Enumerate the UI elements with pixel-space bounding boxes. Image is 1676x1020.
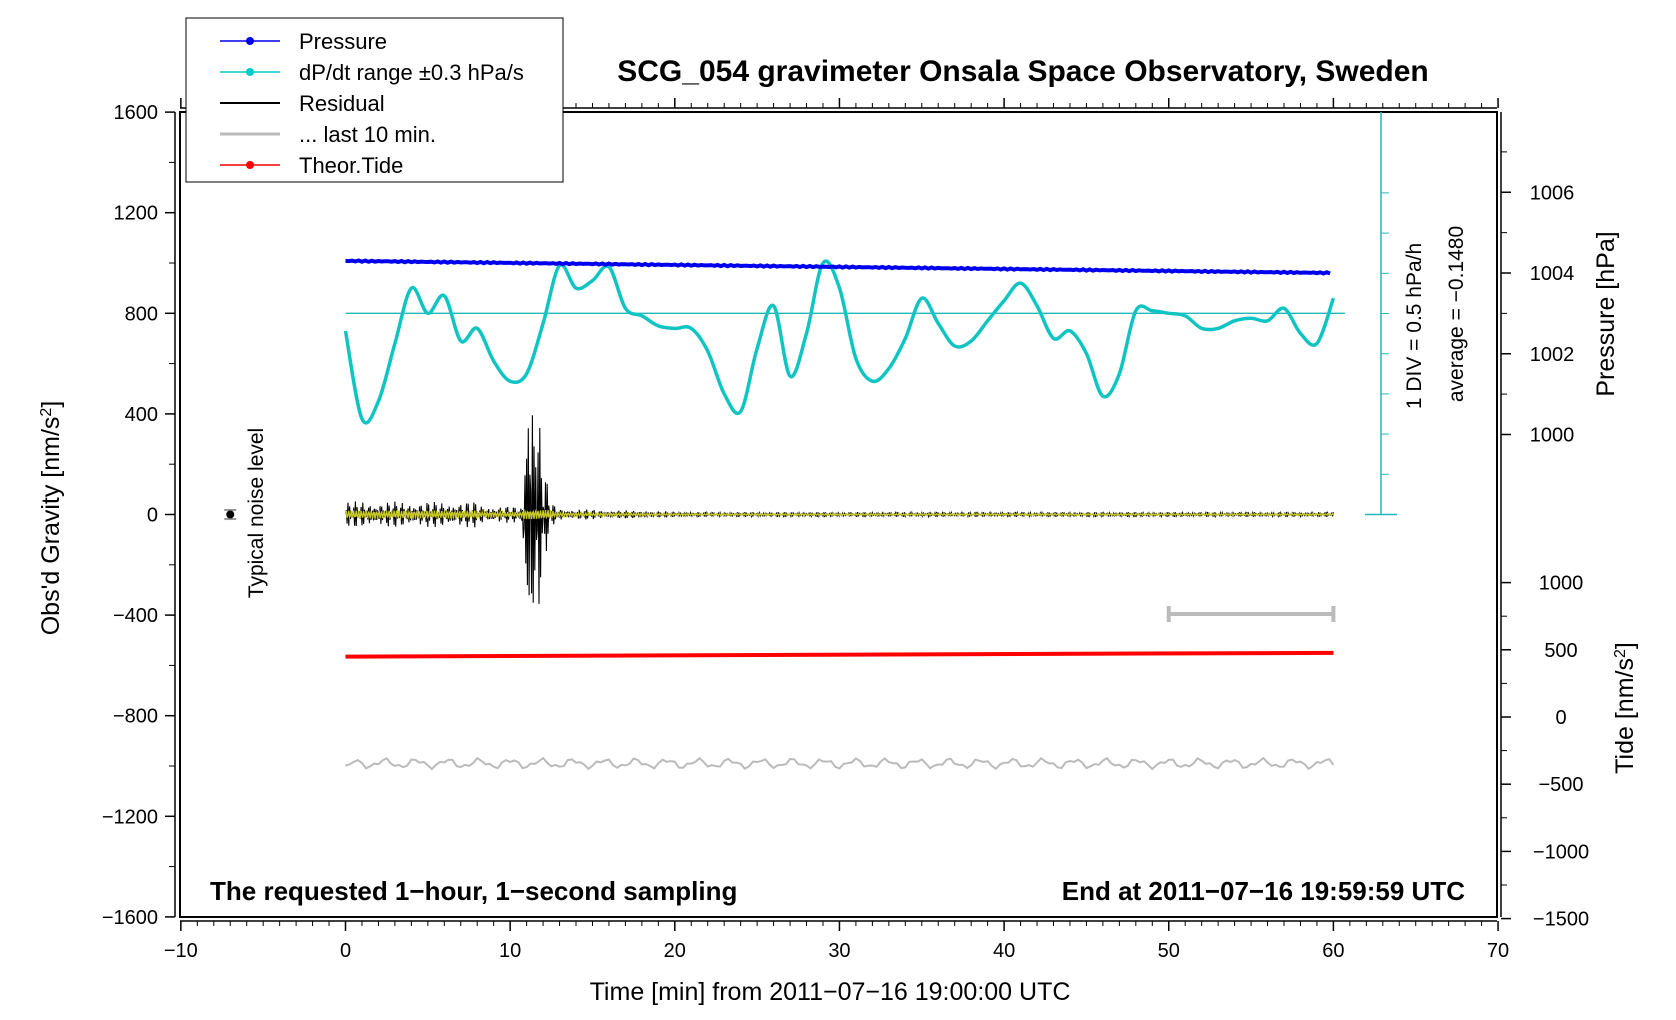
- gravity-axis-label: Obs'd Gravity [nm/s2]: [37, 401, 65, 636]
- gravity-tick-label: 800: [125, 303, 158, 325]
- x-tick-label: 60: [1322, 940, 1344, 962]
- legend-box: [185, 17, 564, 183]
- x-tick-label: 50: [1158, 940, 1180, 962]
- gravity-tick-label: 1600: [114, 102, 159, 124]
- x-tick-label: 10: [499, 940, 521, 962]
- dpdt-division-label: 1 DIV = 0.5 hPa/h: [1403, 243, 1426, 409]
- legend-label: Residual: [299, 91, 385, 116]
- pressure-tick-label: 1004: [1530, 263, 1575, 285]
- residual-filtered-trace: [344, 508, 1334, 521]
- gravity-tick-label: 1200: [114, 203, 159, 225]
- dpdt-trace: [343, 259, 1336, 425]
- legend: Pressure dP/dt range ±0.3 hPa/s Residual..…: [185, 17, 564, 183]
- pressure-tick-label: 1006: [1530, 182, 1575, 204]
- sampling-annotation: The requested 1−hour, 1−second sampling: [210, 876, 737, 906]
- chart-title: SCG_054 gravimeter Onsala Space Observat…: [617, 55, 1429, 88]
- traces: [224, 258, 1345, 771]
- residual-trace: [344, 415, 1334, 604]
- plot-border: [179, 111, 1498, 918]
- tide-tick-label: −500: [1538, 774, 1583, 796]
- gravity-tick-label: −400: [113, 605, 158, 627]
- legend-marker: [246, 161, 254, 169]
- legend-marker: [246, 68, 254, 76]
- pressure-axis-label: Pressure [hPa]: [1592, 231, 1620, 396]
- tide-axis-label: Tide [nm/s2]: [1611, 642, 1639, 774]
- gravity-tick-label: 400: [125, 404, 158, 426]
- x-tick-label: 40: [993, 940, 1015, 962]
- x-tick-label: 0: [340, 940, 351, 962]
- noise-level-label: Typical noise level: [245, 428, 268, 598]
- legend-marker: [246, 37, 254, 45]
- x-tick-label: 70: [1487, 940, 1509, 962]
- legend-label: Pressure: [299, 29, 387, 54]
- legend-label: Theor.Tide: [299, 153, 403, 178]
- last-10-min-trace: [345, 756, 1335, 771]
- x-tick-label: −10: [164, 940, 198, 962]
- legend-label: dP/dt range ±0.3 hPa/s: [299, 60, 524, 85]
- pressure-tick-label: 1000: [1530, 425, 1575, 447]
- tide-tick-label: 500: [1544, 640, 1577, 662]
- tide-tick-label: −1500: [1533, 909, 1589, 931]
- noise-level-dot: [226, 510, 235, 519]
- gravity-tick-label: −800: [113, 706, 158, 728]
- axis-ticks: −10 0 10 20 30 40 50 60 70 1600 1200 800 400 0 −400 −80…: [102, 98, 1589, 962]
- dpdt-average-label: average = −0.1480: [1445, 226, 1468, 402]
- pressure-trace: [345, 258, 1331, 276]
- x-axis-label: Time [min] from 2011−07−16 19:00:00 UTC: [590, 978, 1071, 1006]
- gravity-tick-label: 0: [147, 505, 158, 527]
- tide-tick-label: −1000: [1533, 841, 1589, 863]
- theor-tide-trace: [345, 650, 1334, 659]
- gravity-tick-label: −1200: [102, 806, 158, 828]
- end-time-annotation: End at 2011−07−16 19:59:59 UTC: [1062, 876, 1465, 906]
- legend-label: ... last 10 min.: [299, 122, 436, 147]
- x-tick-label: 20: [664, 940, 686, 962]
- tide-tick-label: 1000: [1539, 573, 1584, 595]
- x-tick-label: 30: [828, 940, 850, 962]
- pressure-tick-label: 1002: [1530, 344, 1575, 366]
- tide-tick-label: 0: [1555, 707, 1566, 729]
- gravity-tick-label: −1600: [102, 907, 158, 929]
